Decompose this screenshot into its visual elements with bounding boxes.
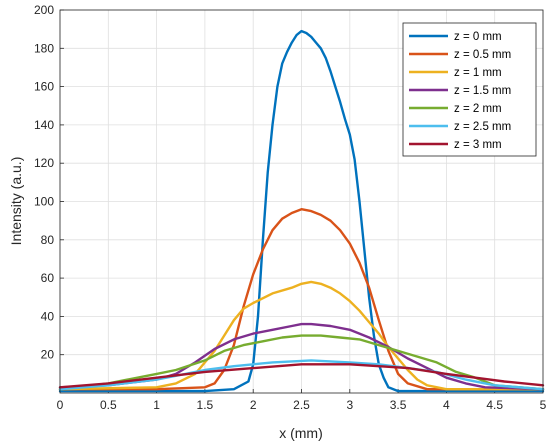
series-line-2 <box>58 280 545 391</box>
x-tick-label: 2.5 <box>293 398 310 412</box>
y-axis-title: Intensity (a.u.) <box>8 157 24 246</box>
plot-frame <box>59 9 544 394</box>
y-tick-label: 80 <box>41 233 55 247</box>
legend: z = 0 mm z = 0.5 mm z = 1 mm z = 1.5 mm z = … <box>402 22 537 157</box>
legend-label: z = 2 mm <box>454 103 502 115</box>
x-tick-label: 3 <box>346 398 353 412</box>
y-tick-label: 40 <box>41 309 55 323</box>
x-tick-label: 4.5 <box>486 398 503 412</box>
x-tick-label: 2 <box>250 398 257 412</box>
legend-label: z = 3 mm <box>454 139 502 151</box>
x-tick-label: 4 <box>443 398 450 412</box>
x-tick-label: 5 <box>540 398 547 412</box>
legend-label: z = 1.5 mm <box>454 85 511 97</box>
y-tick-labels: 20 40 60 80 100 120 140 160 180 200 <box>34 3 54 362</box>
x-tick-label: 1 <box>153 398 160 412</box>
y-tick-label: 160 <box>34 80 54 94</box>
y-tick-label: 20 <box>41 348 55 362</box>
x-tick-label: 1.5 <box>197 398 214 412</box>
x-axis-title: x (mm) <box>279 425 323 441</box>
y-tick-label: 180 <box>34 41 54 55</box>
series-line-0 <box>58 29 545 393</box>
series-line-6 <box>58 363 545 389</box>
y-tick-label: 200 <box>34 3 54 17</box>
x-tick-label: 0.5 <box>100 398 117 412</box>
x-tick-labels: 0 0.5 1 1.5 2 2.5 3 3.5 4 4.5 5 <box>57 398 547 412</box>
y-tick-label: 100 <box>34 195 54 209</box>
legend-label: z = 0.5 mm <box>454 49 511 61</box>
legend-label: z = 1 mm <box>454 67 502 79</box>
x-tick-label: 3.5 <box>390 398 407 412</box>
series-layer <box>58 29 545 393</box>
y-tick-label: 140 <box>34 118 54 132</box>
y-tick-label: 60 <box>41 271 55 285</box>
legend-label: z = 0 mm <box>454 31 502 43</box>
legend-label: z = 2.5 mm <box>454 121 511 133</box>
series-line-4 <box>58 334 545 391</box>
x-tick-label: 0 <box>57 398 64 412</box>
y-tick-label: 120 <box>34 156 54 170</box>
